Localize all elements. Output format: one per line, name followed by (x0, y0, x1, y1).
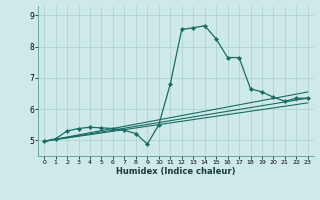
X-axis label: Humidex (Indice chaleur): Humidex (Indice chaleur) (116, 167, 236, 176)
